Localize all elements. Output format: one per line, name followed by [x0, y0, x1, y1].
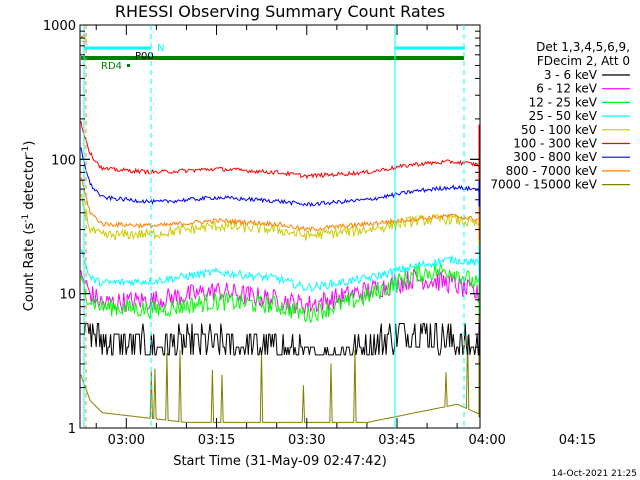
y-axis-label-part1: Count Rate (s: [22, 223, 37, 312]
y-axis-label-sup1: -1: [21, 214, 31, 223]
y-axis-label-part3: ): [22, 141, 37, 146]
generation-timestamp: 14-Oct-2021 21:25: [552, 469, 637, 479]
legend-label: 12 - 25 keV: [529, 95, 598, 109]
legend-label: 300 - 800 keV: [513, 150, 597, 164]
plot-frame: [79, 24, 481, 429]
y-axis-label-sup2: -1: [21, 146, 31, 155]
flag-label-n: N: [157, 43, 164, 54]
series-100to300keV: [80, 121, 480, 182]
y-axis-ticks: 1 10 100 1000: [43, 19, 480, 437]
series-50to100keV: [80, 168, 480, 246]
series-25to50keV: [80, 181, 480, 293]
legend-label: 25 - 50 keV: [529, 109, 598, 123]
legend-header-2: FDecim 2, Att 0: [537, 54, 630, 68]
plot-area: SNRD4P00: [79, 24, 481, 429]
x-tick-label: 03:00: [108, 433, 145, 448]
series-300to800keV: [80, 147, 480, 208]
flag-marker-rd4: [127, 64, 130, 67]
flag-label-rd4: RD4: [101, 61, 122, 72]
y-axis-label: Count Rate (s-1 detector-1): [21, 141, 37, 312]
series-7000to15000keV: [80, 288, 480, 423]
legend-label: 100 - 300 keV: [513, 137, 597, 151]
x-tick-label: 03:15: [198, 433, 235, 448]
y-tick-label: 10: [59, 288, 76, 303]
x-axis-label: Start Time (31-May-09 02:47:42): [173, 454, 387, 469]
legend-label: 3 - 6 keV: [544, 68, 598, 82]
legend-label: 6 - 12 keV: [536, 82, 598, 96]
legend: Det 1,3,4,5,6,9, FDecim 2, Att 0 3 - 6 k…: [490, 40, 630, 192]
series-layer: [80, 121, 480, 423]
legend-label: 7000 - 15000 keV: [490, 178, 597, 192]
legend-header-1: Det 1,3,4,5,6,9,: [536, 40, 630, 54]
x-tick-label: 04:00: [468, 433, 505, 448]
vertical-markers: [83, 25, 465, 428]
series-3to6keV: [81, 323, 480, 356]
x-tick-label: 04:15: [559, 433, 596, 448]
series-12to25keV: [80, 193, 480, 325]
series-800to7000keV: [80, 168, 480, 240]
y-tick-label: 1: [68, 422, 76, 437]
y-tick-label: 1000: [43, 19, 76, 34]
x-tick-label: 03:30: [288, 433, 325, 448]
flag-layer: SNRD4P00: [81, 34, 465, 72]
y-tick-label: 100: [51, 153, 76, 168]
legend-label: 50 - 100 keV: [521, 123, 598, 137]
x-tick-label: 03:45: [378, 433, 415, 448]
legend-label: 800 - 7000 keV: [506, 164, 598, 178]
x-axis-ticks: 03:00 03:15 03:30 03:45 04:00 04:15: [95, 25, 596, 448]
chart-title: RHESSI Observing Summary Count Rates: [115, 2, 445, 21]
y-axis-label-part2: detector: [22, 154, 37, 214]
flag-label-p00: P00: [135, 51, 154, 62]
